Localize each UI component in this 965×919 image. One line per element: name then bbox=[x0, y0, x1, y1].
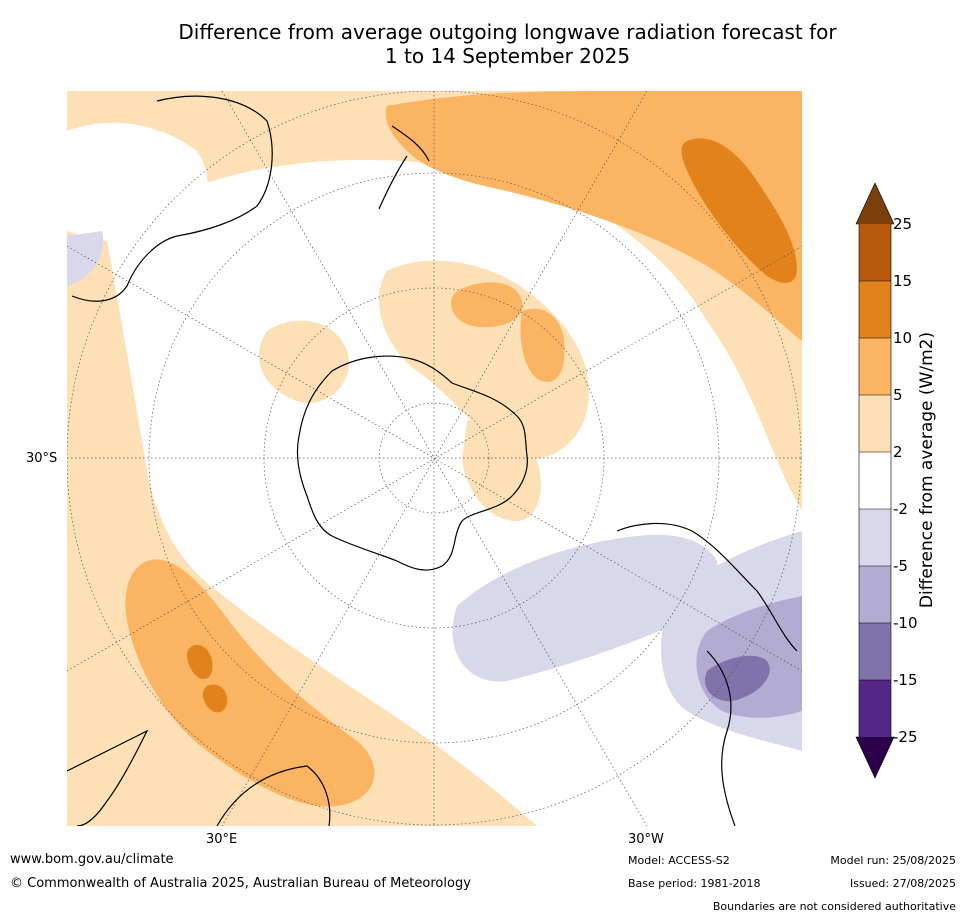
anomaly-region-lavender-south bbox=[452, 534, 718, 682]
model-run-text: Model run: 25/08/2025 bbox=[830, 854, 956, 867]
colorbar-label-neg25: -25 bbox=[893, 728, 918, 746]
anomaly-patch-mid-orange-1 bbox=[451, 282, 523, 328]
anomaly-region-lavender-west bbox=[67, 231, 104, 286]
disclaimer-text: Boundaries are not considered authoritat… bbox=[712, 900, 956, 913]
colorbar-bin-neg15-neg10 bbox=[859, 623, 891, 680]
anomaly-core-dark-orange-sw bbox=[187, 645, 228, 713]
colorbar-label-5: 5 bbox=[893, 386, 903, 404]
colorbar-bin-2-5 bbox=[859, 395, 891, 452]
map-canvas bbox=[67, 91, 802, 826]
antarctica-coastline bbox=[296, 355, 528, 571]
colorbar-label-15: 15 bbox=[893, 272, 913, 290]
polar-map bbox=[67, 91, 802, 826]
anomaly-region-neutral-nw bbox=[67, 122, 208, 243]
colorbar-label-neg10: -10 bbox=[893, 614, 918, 632]
map-title: Difference from average outgoing longwav… bbox=[60, 20, 955, 68]
colorbar-label-neg15: -15 bbox=[893, 671, 918, 689]
colorbar-bottom-arrow bbox=[856, 737, 894, 778]
lon-label-30e: 30°E bbox=[206, 832, 238, 847]
colorbar-label-25: 25 bbox=[893, 215, 913, 233]
issued-text: Issued: 27/08/2025 bbox=[849, 877, 956, 890]
model-text: Model: ACCESS-S2 bbox=[628, 854, 730, 867]
colorbar-bin-neg2-2 bbox=[859, 452, 891, 509]
colorbar-label-2: 2 bbox=[893, 443, 903, 461]
anomaly-core-dark-orange-ne bbox=[681, 138, 797, 283]
colorbar-bin-10-15 bbox=[859, 281, 891, 338]
australia-coastline bbox=[71, 95, 273, 302]
lat-label-30s: 30°S bbox=[26, 451, 58, 466]
anomaly-patch-mid-orange-2 bbox=[520, 308, 565, 382]
lon-label-30w: 30°W bbox=[628, 832, 664, 847]
anomaly-region-purple-dark bbox=[704, 655, 770, 702]
title-line-2: 1 to 14 September 2025 bbox=[384, 44, 631, 68]
anomaly-patch-light-orange-3 bbox=[462, 418, 541, 521]
new-zealand-coastline bbox=[378, 125, 430, 210]
colorbar-label-neg2: -2 bbox=[893, 500, 908, 518]
base-period-text: Base period: 1981-2018 bbox=[628, 877, 761, 890]
colorbar-label-neg5: -5 bbox=[893, 557, 908, 575]
colorbar-bin-15-25 bbox=[859, 224, 891, 281]
colorbar-bin-neg25-neg15 bbox=[859, 680, 891, 737]
colorbar-title-text: Difference from average (W/m2) bbox=[917, 331, 937, 609]
south-america-coastline bbox=[616, 522, 798, 826]
colorbar-label-10: 10 bbox=[893, 329, 913, 347]
colorbar-top-arrow bbox=[856, 183, 894, 224]
copyright-text: © Commonwealth of Australia 2025, Austra… bbox=[10, 876, 471, 891]
website-link[interactable]: www.bom.gov.au/climate bbox=[10, 852, 174, 867]
colorbar-bin-neg5-neg2 bbox=[859, 509, 891, 566]
colorbar-outline bbox=[855, 182, 895, 779]
colorbar-bin-5-10 bbox=[859, 338, 891, 395]
colorbar bbox=[855, 182, 895, 779]
title-line-1: Difference from average outgoing longwav… bbox=[178, 20, 837, 44]
graticule bbox=[67, 91, 802, 826]
africa-coastline bbox=[67, 729, 331, 826]
anomaly-band-mid-orange-southwest bbox=[125, 559, 375, 807]
colorbar-bin-neg10-neg5 bbox=[859, 566, 891, 623]
